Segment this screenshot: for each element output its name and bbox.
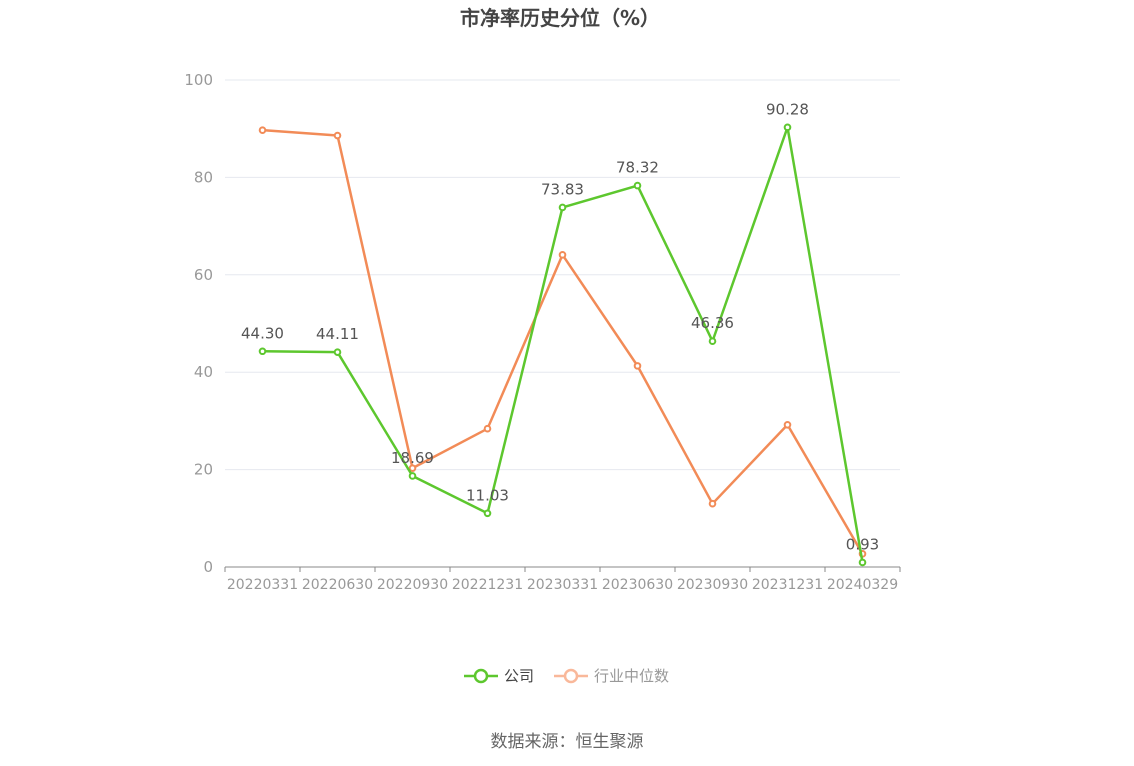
data-point[interactable] (783, 123, 792, 132)
x-tick-label: 20220930 (377, 577, 448, 593)
y-tick-label: 20 (194, 461, 213, 479)
data-point[interactable] (708, 499, 717, 508)
data-label: 0.93 (846, 535, 879, 553)
data-point[interactable] (633, 181, 642, 190)
chart-title: 市净率历史分位（%） (460, 6, 660, 30)
x-tick-label: 20230331 (527, 577, 598, 593)
data-labels: 44.30 44.11 18.69 11.03 73.83 78.32 46.36 90.28… (241, 100, 879, 553)
data-point[interactable] (258, 347, 267, 356)
data-label: 44.30 (241, 324, 284, 342)
data-label: 78.32 (616, 159, 659, 177)
x-tick-label: 20220331 (227, 577, 298, 593)
data-point[interactable] (633, 362, 642, 370)
legend-label: 公司 (504, 667, 534, 685)
data-label: 44.11 (316, 325, 359, 343)
data-label: 73.83 (541, 180, 584, 198)
y-tick-label: 40 (194, 363, 213, 381)
data-label: 18.69 (391, 449, 434, 467)
legend-item-company[interactable]: 公司 (464, 667, 534, 685)
grid-lines (225, 79, 900, 471)
x-tick-label: 20221231 (452, 577, 523, 593)
x-tick-label: 20231231 (752, 577, 823, 593)
legend[interactable]: 公司 行业中位数 (464, 667, 669, 685)
data-point[interactable] (258, 126, 267, 134)
x-tick-label: 20230930 (677, 577, 748, 593)
x-tick-label: 20230630 (602, 577, 673, 593)
data-label: 11.03 (466, 486, 509, 504)
y-tick-label: 80 (194, 168, 213, 186)
data-point[interactable] (708, 337, 717, 346)
data-point[interactable] (483, 424, 492, 433)
y-tick-label: 60 (194, 266, 213, 284)
data-point[interactable] (483, 509, 492, 518)
data-point[interactable] (558, 251, 567, 259)
y-tick-label: 0 (203, 558, 213, 576)
data-point[interactable] (408, 472, 417, 480)
data-label: 46.36 (691, 314, 734, 332)
data-point[interactable] (858, 558, 867, 567)
data-point[interactable] (408, 464, 417, 472)
legend-marker (473, 668, 489, 684)
legend-label: 行业中位数 (594, 667, 669, 685)
x-tick-label: 20240329 (827, 577, 898, 593)
legend-marker (563, 668, 579, 684)
data-point[interactable] (333, 131, 342, 140)
data-label: 90.28 (766, 100, 809, 118)
data-point[interactable] (558, 203, 567, 212)
legend-item-industry-median[interactable]: 行业中位数 (554, 667, 669, 685)
data-point[interactable] (783, 420, 792, 429)
axes: 0 20 40 60 80 100 20220331 20220630 20220930 2022… (184, 71, 901, 593)
series-lines (258, 123, 867, 567)
source-note: 数据来源：恒生聚源 (491, 732, 644, 752)
data-point[interactable] (333, 348, 342, 356)
x-tick-label: 20220630 (302, 577, 373, 593)
y-tick-label: 100 (184, 71, 213, 89)
